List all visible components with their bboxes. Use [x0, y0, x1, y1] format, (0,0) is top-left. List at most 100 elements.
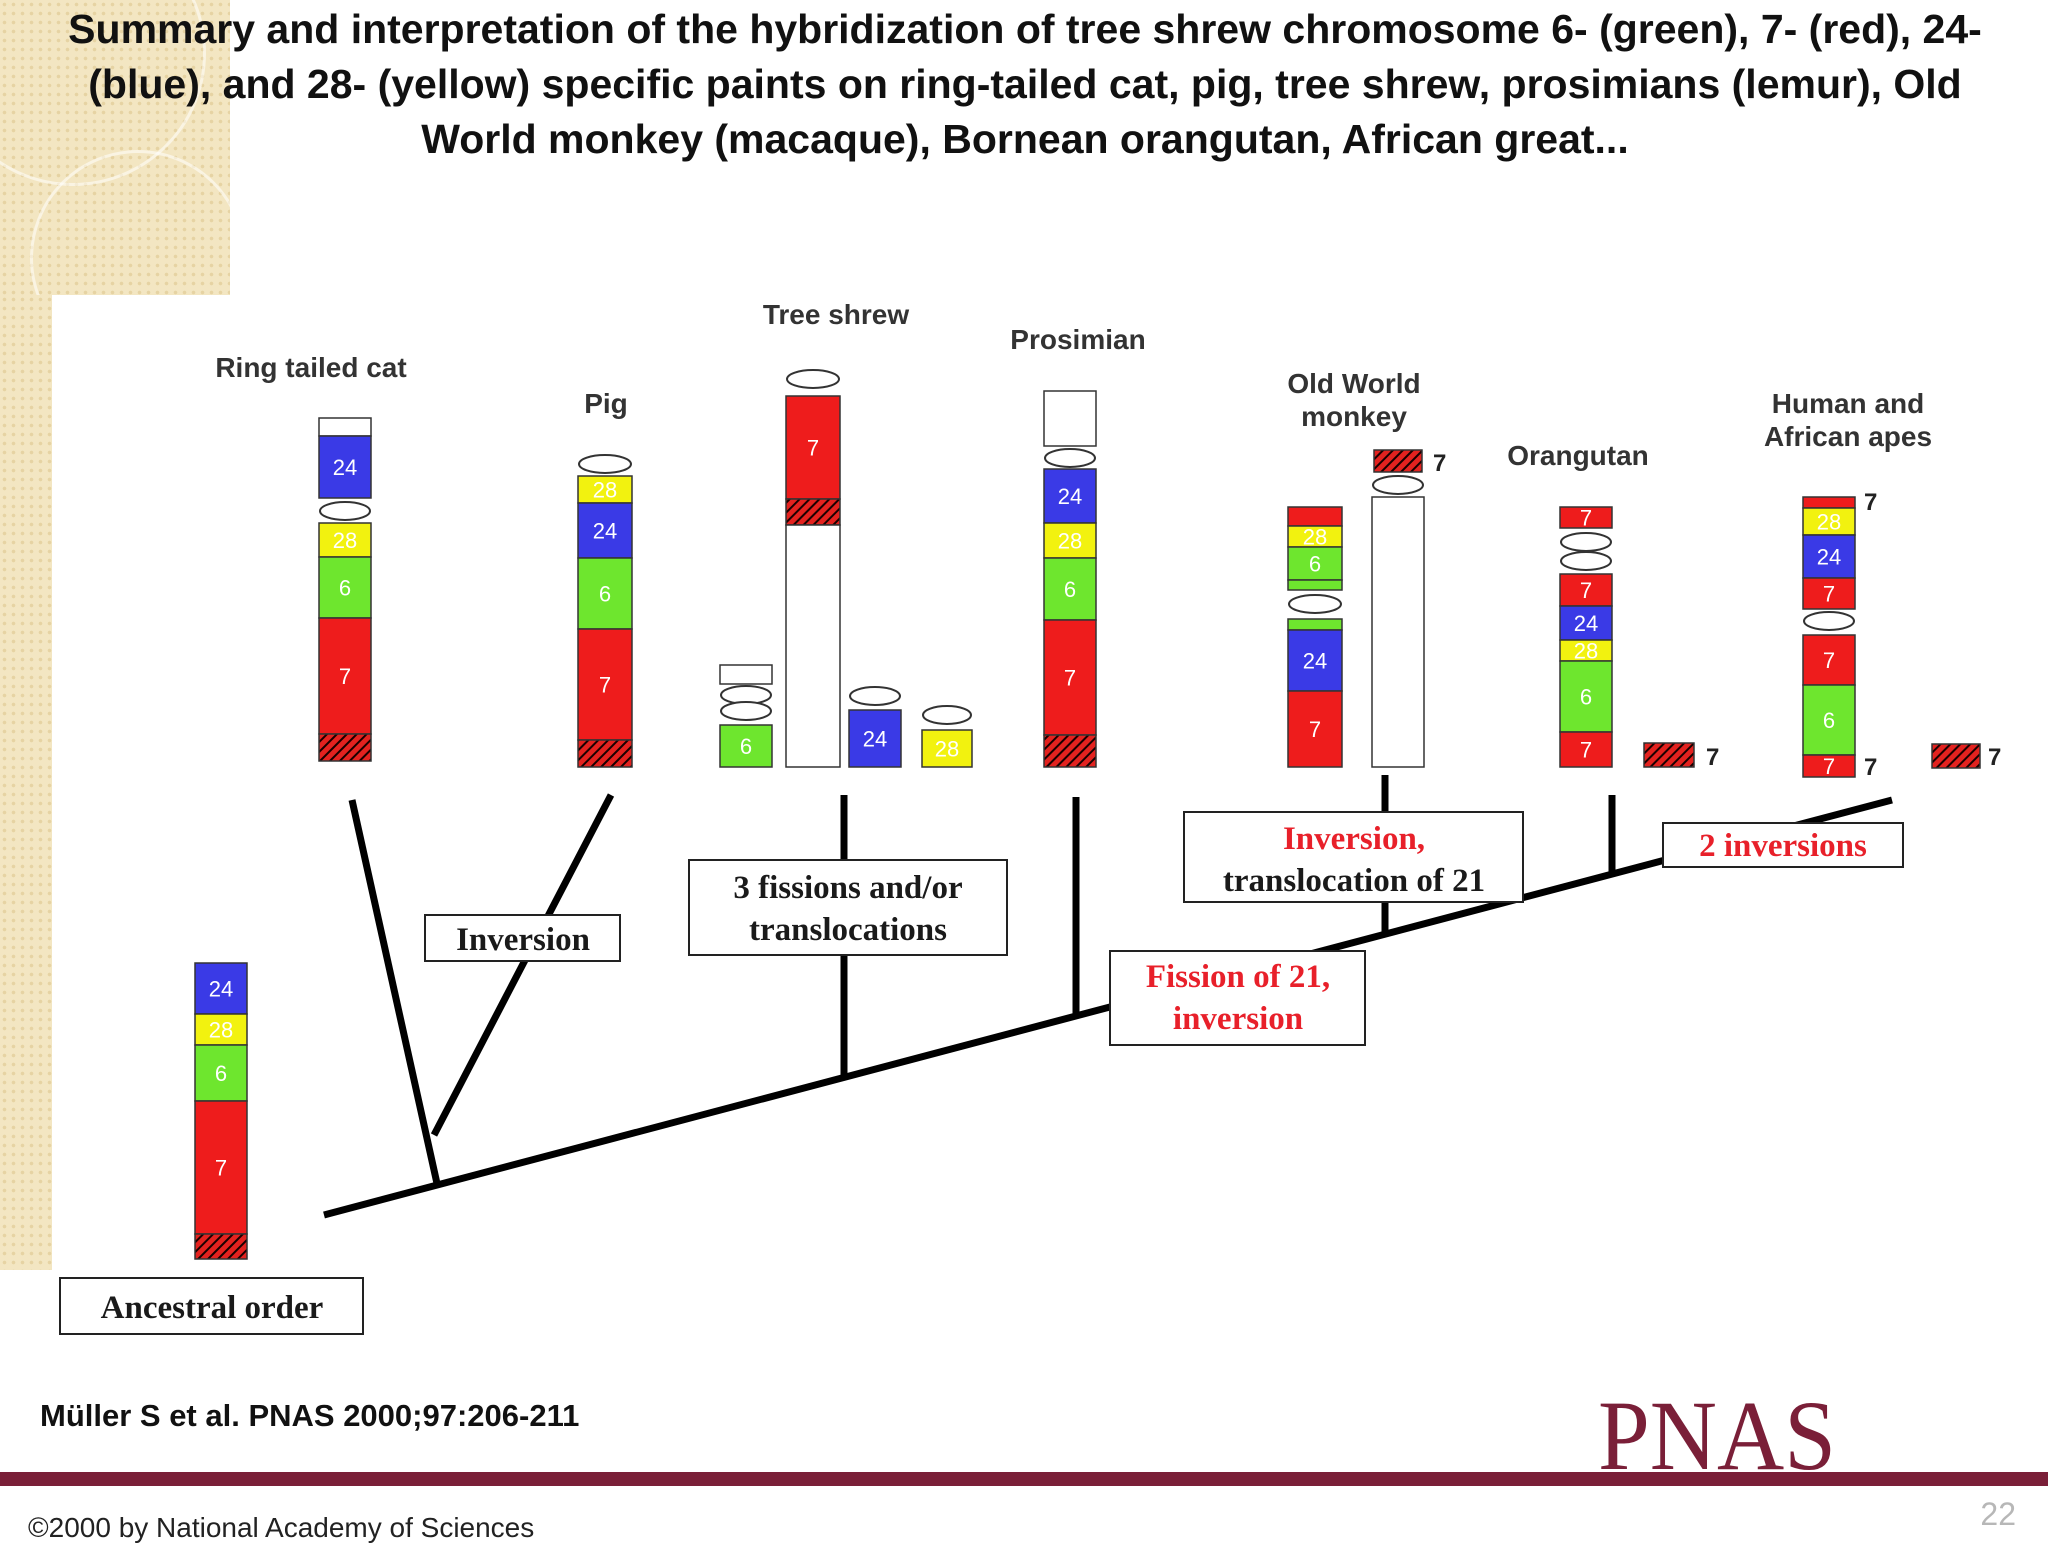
copyright: ©2000 by National Academy of Sciences [28, 1512, 535, 1543]
chromosome-segment-7-hatched [1643, 742, 1695, 768]
event-text-line2: inversion [1173, 1001, 1303, 1037]
segment-label: 24 [1058, 484, 1082, 509]
chromosome-segment [1043, 734, 1097, 768]
chromosome-segment [577, 475, 633, 504]
event-text-line1: 3 fissions and/or [733, 870, 962, 906]
chromosome-segment [1287, 579, 1343, 591]
chromosome-segment [1559, 573, 1613, 607]
chromosome-segment [1287, 690, 1343, 768]
chromosome-segment [1043, 557, 1097, 621]
chromosome-segment [1043, 468, 1097, 524]
chromosome-7-label: 7 [1864, 489, 1877, 516]
label-tree-shrew: Tree shrew [763, 299, 910, 330]
segment-label: 6 [1580, 685, 1592, 710]
pnas-logo-text: PNAS [1598, 1385, 1836, 1475]
segment-label: 28 [333, 528, 357, 553]
event-text: 2 inversions [1699, 828, 1867, 864]
chromosome-segment-7-hatched [1373, 449, 1423, 473]
chromosome-segment [318, 417, 372, 437]
event-inversion-translocation: Inversion, translocation of 21 [1183, 811, 1524, 903]
segment-label: 24 [1817, 545, 1841, 570]
chromosome-segment [719, 724, 773, 768]
chromosome-segment [1802, 496, 1856, 509]
chromosome-segment [1802, 534, 1856, 579]
label-human-line2: African apes [1764, 421, 1932, 452]
label-pig: Pig [584, 388, 628, 419]
left-decorative-strip [0, 295, 52, 1270]
chromosome-segment [577, 557, 633, 630]
label-ring-tailed-cat: Ring tailed cat [215, 352, 406, 383]
chromosome-segment [785, 395, 841, 500]
event-text-line2: translocation of 21 [1223, 863, 1485, 899]
chromosome-segment [577, 502, 633, 559]
chromosome-segment [194, 1233, 248, 1260]
segment-label: 7 [339, 664, 351, 689]
label-old-world-monkey-line1: Old World [1287, 368, 1420, 399]
branch-pig [430, 793, 615, 1137]
segment-label: 7 [1064, 666, 1076, 691]
tree-branches [323, 775, 1893, 1219]
chromosome-segment [1287, 506, 1343, 527]
chromosome-segment [719, 664, 773, 685]
chromosome-segment [1802, 634, 1856, 686]
segment-label: 7 [1823, 754, 1835, 779]
chromosome-segment [318, 435, 372, 499]
segment-label: 28 [1817, 510, 1841, 535]
chromosome-7-label: 7 [1433, 450, 1446, 477]
label-prosimian: Prosimian [1010, 324, 1145, 355]
centromere [1560, 532, 1612, 552]
chromosome-segment [921, 729, 973, 768]
event-fission-21: Fission of 21, inversion [1109, 950, 1366, 1046]
segment-label: 28 [593, 478, 617, 503]
segment-label: 7 [807, 436, 819, 461]
segment-label: 7 [599, 673, 611, 698]
segment-label: 7 [1823, 582, 1835, 607]
chromosome-segment [848, 709, 902, 768]
chromosome-segment-7-hatched [1931, 743, 1981, 769]
segment-label: 28 [209, 1018, 233, 1043]
label-orangutan: Orangutan [1507, 440, 1649, 471]
branch-ring-tailed-cat [348, 799, 442, 1189]
centromere [786, 369, 840, 389]
chromosome-segment [1043, 390, 1097, 447]
page-number: 22 [1980, 1496, 2016, 1532]
segment-label: 7 [215, 1156, 227, 1181]
chromosome-segment [318, 522, 372, 558]
chromosome-segment [1559, 660, 1613, 733]
event-inversion: Inversion [424, 914, 621, 962]
segment-label: 6 [1064, 577, 1076, 602]
segment-label: 6 [740, 734, 752, 759]
event-three-fissions: 3 fissions and/or translocations [688, 859, 1008, 956]
segment-label: 6 [1823, 708, 1835, 733]
segment-label: 24 [1574, 611, 1598, 636]
event-box [424, 914, 621, 962]
main-trunk [323, 796, 1893, 1219]
chromosome-segment [1287, 546, 1343, 581]
segment-label: 28 [935, 737, 959, 762]
label-old-world-monkey-line2: monkey [1301, 401, 1407, 432]
chromosome-segment [1802, 754, 1856, 778]
centromere [1560, 551, 1612, 571]
footer-rule [0, 1472, 2048, 1486]
chromosome-segment [194, 1013, 248, 1046]
centromere [720, 701, 772, 721]
event-text-line2: translocations [749, 912, 947, 948]
slide-title: Summary and interpretation of the hybrid… [68, 6, 1982, 162]
phylogeny-figure: Ring tailed cat Pig Tree shrew Prosimian… [52, 295, 2042, 1335]
chromosome-segment [318, 556, 372, 619]
chromosome-segment [1559, 605, 1613, 641]
chromosome-7-label: 7 [1864, 754, 1877, 781]
segment-label: 7 [1580, 578, 1592, 603]
segment-label: 6 [599, 582, 611, 607]
chromosome-segment [318, 733, 372, 762]
chromosome-segment [1802, 577, 1856, 610]
chromosome-segment [1287, 629, 1343, 692]
event-ancestral-order: Ancestral order [59, 1277, 364, 1335]
chromosome-segment [1371, 496, 1425, 768]
event-text-line1: Inversion, [1283, 821, 1425, 857]
centromere [578, 454, 632, 474]
event-two-inversions: 2 inversions [1662, 822, 1904, 868]
corner-decoration [0, 0, 246, 366]
segment-label: 24 [209, 977, 233, 1002]
centromere [849, 686, 901, 706]
